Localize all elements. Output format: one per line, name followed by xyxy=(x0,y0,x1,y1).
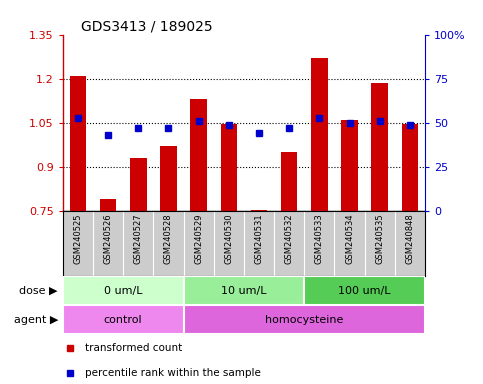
Text: transformed count: transformed count xyxy=(85,343,182,353)
Text: GSM240528: GSM240528 xyxy=(164,213,173,264)
Text: homocysteine: homocysteine xyxy=(265,314,343,325)
Bar xyxy=(190,99,207,211)
Text: GSM240533: GSM240533 xyxy=(315,213,324,264)
Text: GSM240530: GSM240530 xyxy=(224,213,233,264)
Bar xyxy=(304,276,425,305)
Text: agent ▶: agent ▶ xyxy=(14,314,58,325)
Bar xyxy=(341,120,358,211)
Text: percentile rank within the sample: percentile rank within the sample xyxy=(85,368,260,378)
Text: GSM240532: GSM240532 xyxy=(284,213,294,264)
Text: dose ▶: dose ▶ xyxy=(19,286,58,296)
Bar xyxy=(281,152,298,211)
Bar xyxy=(184,276,304,305)
Bar xyxy=(100,199,116,211)
Bar xyxy=(160,146,177,211)
Text: GSM240529: GSM240529 xyxy=(194,213,203,264)
Text: 10 um/L: 10 um/L xyxy=(221,286,267,296)
Bar xyxy=(371,83,388,211)
Text: GSM240527: GSM240527 xyxy=(134,213,143,264)
Text: GSM240848: GSM240848 xyxy=(405,213,414,264)
Bar xyxy=(63,305,184,334)
Bar xyxy=(251,210,267,211)
Bar xyxy=(130,158,146,211)
Bar xyxy=(221,124,237,211)
Text: GSM240531: GSM240531 xyxy=(255,213,264,264)
Bar xyxy=(70,76,86,211)
Text: GSM240534: GSM240534 xyxy=(345,213,354,264)
Bar xyxy=(311,58,327,211)
Text: control: control xyxy=(104,314,142,325)
Bar xyxy=(184,305,425,334)
Bar xyxy=(402,124,418,211)
Bar xyxy=(63,276,184,305)
Text: GSM240526: GSM240526 xyxy=(103,213,113,264)
Text: GSM240535: GSM240535 xyxy=(375,213,384,264)
Text: 0 um/L: 0 um/L xyxy=(104,286,142,296)
Text: GDS3413 / 189025: GDS3413 / 189025 xyxy=(81,20,213,33)
Text: GSM240525: GSM240525 xyxy=(73,213,83,264)
Text: 100 um/L: 100 um/L xyxy=(339,286,391,296)
